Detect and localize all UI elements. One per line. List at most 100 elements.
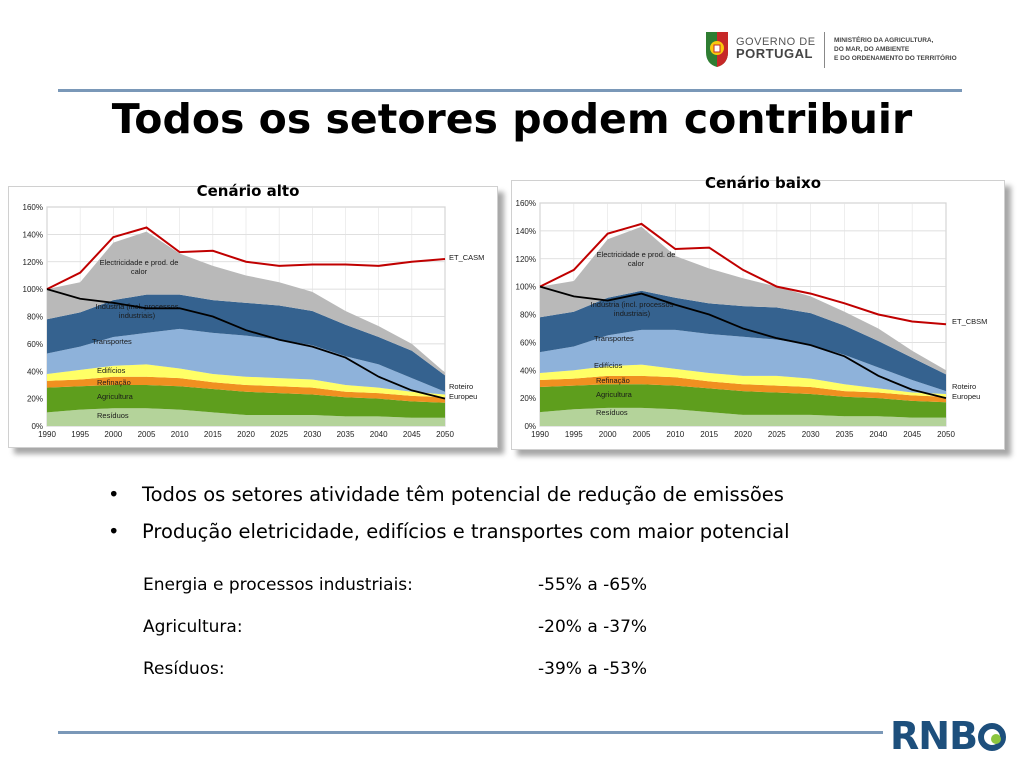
- chart-panel-high: 0% 20% 40% 60% 80% 100% 120% 140% 160% 1990 1995 20…: [8, 186, 498, 448]
- y-tick-label: 60%: [520, 338, 536, 347]
- y-tick-label: 0%: [524, 422, 536, 431]
- line-label-cap: ET_CASM: [449, 253, 484, 262]
- line-label-roadmap: Roteiro: [952, 382, 976, 391]
- line-roadmap_line: [46, 288, 446, 400]
- x-tick-label: 2050: [937, 430, 955, 439]
- line-label-roadmap: Roteiro: [449, 382, 473, 391]
- line-roadmap_line: [539, 285, 947, 399]
- series-label-transportes: Transportes: [92, 337, 132, 346]
- series-label-electricidade: calor: [131, 267, 148, 276]
- line-label-roadmap: Europeu: [952, 392, 980, 401]
- y-tick-label: 100%: [23, 285, 43, 294]
- x-tick-label: 2005: [633, 430, 651, 439]
- x-tick-label: 2025: [768, 430, 786, 439]
- x-tick-label: 1990: [38, 430, 56, 439]
- x-tick-label: 2040: [370, 430, 388, 439]
- series-label-industria: Indústria (incl. processos: [591, 300, 674, 309]
- ministry-line3: E DO ORDENAMENTO DO TERRITÓRIO: [834, 55, 957, 62]
- x-tick-label: 2005: [138, 430, 156, 439]
- y-tick-label: 160%: [23, 203, 43, 212]
- area-electricidade: [540, 226, 946, 375]
- area-agricultura: [540, 384, 946, 418]
- rnbc-c-letter: [978, 723, 1007, 751]
- y-tick-label: 160%: [516, 199, 536, 208]
- ministry-line2: DO MAR, DO AMBIENTE: [834, 46, 910, 53]
- series-label-refinacao: Refinação: [97, 378, 131, 387]
- chart-panel-low: 0% 20% 40% 60% 80% 100% 120% 140% 160% 1990 1995 20…: [511, 180, 1005, 450]
- series-label-transportes: Transportes: [594, 334, 634, 343]
- reduction-row: Resíduos: -39% a -53%: [143, 654, 743, 696]
- y-tick-label: 80%: [520, 311, 536, 320]
- gov-line2: PORTUGAL: [736, 46, 813, 61]
- x-tick-label: 2045: [903, 430, 921, 439]
- x-tick-label: 2010: [666, 430, 684, 439]
- area-refinacao: [47, 376, 445, 403]
- line-label-cap: ET_CBSM: [952, 317, 987, 326]
- chart-high-scenario: 0% 20% 40% 60% 80% 100% 120% 140% 160% 1990 1995 20…: [23, 203, 485, 439]
- y-tick-label: 40%: [27, 367, 43, 376]
- line-cap_line: [539, 222, 947, 326]
- line-label-roadmap: Europeu: [449, 392, 477, 401]
- x-tick-label: 2015: [700, 430, 718, 439]
- chart-low-scenario: 0% 20% 40% 60% 80% 100% 120% 140% 160% 1990 1995 20…: [516, 199, 988, 439]
- reduction-sector: Agricultura:: [143, 617, 243, 637]
- area-edificios: [47, 364, 445, 398]
- x-tick-label: 2015: [204, 430, 222, 439]
- bullet-item: Todos os setores atividade têm potencial…: [104, 480, 1004, 517]
- ministry-name: MINISTÉRIO DA AGRICULTURA, DO MAR, DO AM…: [834, 36, 964, 63]
- logo-divider: [824, 32, 825, 68]
- x-tick-label: 2025: [270, 430, 288, 439]
- y-tick-label: 140%: [516, 227, 536, 236]
- series-label-electricidade: Electricidade e prod. de: [597, 250, 676, 259]
- slide-title: Todos os setores podem contribuir: [111, 95, 913, 143]
- rnbc-logo-text: RNB: [890, 714, 978, 758]
- bullet-list: Todos os setores atividade têm potencial…: [104, 480, 1004, 554]
- ministry-line1: MINISTÉRIO DA AGRICULTURA,: [834, 37, 934, 44]
- area-electricidade: [47, 231, 445, 376]
- x-tick-label: 2010: [171, 430, 189, 439]
- reduction-sector: Resíduos:: [143, 659, 225, 679]
- y-tick-label: 40%: [520, 366, 536, 375]
- x-tick-label: 2040: [869, 430, 887, 439]
- x-tick-label: 1995: [565, 430, 583, 439]
- portugal-emblem-icon: [706, 32, 728, 67]
- reduction-range: -55% a -65%: [538, 575, 648, 595]
- line-cap_line: [46, 226, 446, 291]
- area-industria: [47, 294, 445, 392]
- top-divider: [58, 89, 962, 92]
- series-label-agricultura: Agricultura: [596, 390, 633, 399]
- y-tick-label: 0%: [31, 422, 43, 431]
- area-agricultura: [47, 384, 445, 418]
- government-name: GOVERNO DE PORTUGAL: [736, 36, 816, 60]
- reduction-row: Agricultura: -20% a -37%: [143, 612, 743, 654]
- x-tick-label: 2020: [237, 430, 255, 439]
- y-tick-label: 100%: [516, 283, 536, 292]
- x-tick-label: 1990: [531, 430, 549, 439]
- area-residuos: [540, 407, 946, 426]
- x-tick-label: 2045: [403, 430, 421, 439]
- gov-line1: GOVERNO DE: [736, 36, 816, 48]
- area-transportes: [47, 328, 445, 395]
- y-tick-label: 120%: [23, 258, 43, 267]
- series-label-electricidade: Electricidade e prod. de: [100, 258, 179, 267]
- x-tick-label: 1995: [71, 430, 89, 439]
- reduction-range: -39% a -53%: [538, 659, 648, 679]
- series-label-residuos: Resíduos: [97, 411, 129, 420]
- series-label-agricultura: Agricultura: [97, 392, 134, 401]
- x-tick-label: 2030: [303, 430, 321, 439]
- x-tick-label: 2050: [436, 430, 454, 439]
- x-tick-label: 2020: [734, 430, 752, 439]
- y-tick-label: 20%: [27, 395, 43, 404]
- area-industria: [540, 290, 946, 392]
- reduction-range: -20% a -37%: [538, 617, 648, 637]
- area-refinacao: [540, 375, 946, 403]
- x-tick-label: 2000: [599, 430, 617, 439]
- x-tick-label: 2030: [802, 430, 820, 439]
- series-label-edificios: Edifícios: [594, 361, 623, 370]
- y-tick-label: 60%: [27, 340, 43, 349]
- series-label-residuos: Resíduos: [596, 408, 628, 417]
- series-label-industria: industriais): [614, 309, 651, 318]
- reduction-row: Energia e processos industriais: -55% a …: [143, 570, 743, 612]
- area-residuos: [47, 408, 445, 426]
- series-label-industria: industriais): [119, 311, 156, 320]
